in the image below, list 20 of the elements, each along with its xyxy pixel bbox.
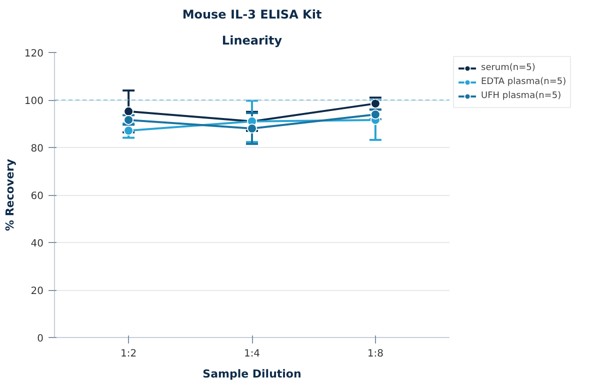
y-axis-title: % Recovery [3,158,16,232]
point [124,106,134,116]
y-tick-label: 0 [37,334,44,344]
x-tick-label: 1:8 [367,348,384,360]
chart-title: Mouse IL-3 ELISA Kit [182,8,322,22]
x-tick-label: 1:2 [120,348,137,360]
y-tick-label: 60 [30,191,44,202]
y-tick-label: 40 [30,238,44,250]
x-axis-title: Sample Dilution [202,368,302,380]
chart-subtitle: Linearity [222,34,282,48]
y-tick-label: 120 [24,48,44,60]
y-tick-label: 100 [24,96,44,107]
x-tick-label: 1:4 [244,348,260,360]
point [124,126,134,136]
point [247,124,257,134]
legend-label: serum(n=5) [481,62,536,74]
legend-label: EDTA plasma(n=5) [481,76,566,88]
y-tick-label: 20 [30,286,44,297]
legend-label: UFH plasma(n=5) [481,90,562,102]
y-tick-label: 80 [30,144,44,154]
